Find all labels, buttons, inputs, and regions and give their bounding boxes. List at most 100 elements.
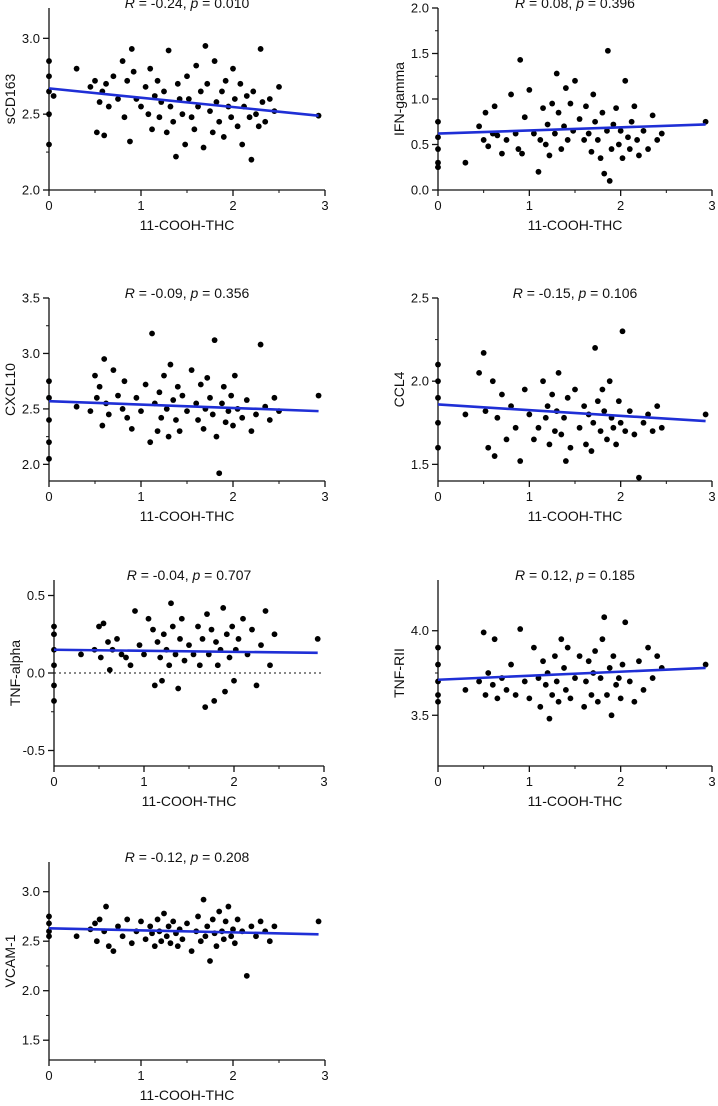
data-point bbox=[435, 661, 441, 668]
data-point bbox=[207, 394, 213, 401]
y-axis-label: TNF-alpha bbox=[7, 640, 23, 706]
data-point bbox=[93, 394, 100, 401]
data-point bbox=[485, 670, 492, 676]
data-point bbox=[138, 103, 144, 110]
data-point bbox=[617, 695, 624, 702]
data-point bbox=[145, 615, 152, 622]
data-point bbox=[617, 419, 624, 426]
data-point bbox=[249, 626, 255, 633]
data-point bbox=[480, 350, 487, 356]
data-point bbox=[222, 77, 229, 84]
data-point bbox=[234, 123, 241, 130]
data-point bbox=[542, 141, 549, 148]
data-point bbox=[234, 916, 241, 923]
data-point bbox=[161, 910, 167, 917]
y-tick-label: 1.0 bbox=[411, 92, 429, 107]
data-point bbox=[195, 103, 201, 110]
data-point bbox=[51, 623, 57, 630]
data-point bbox=[594, 137, 601, 143]
data-point bbox=[209, 916, 216, 923]
data-point bbox=[156, 114, 163, 121]
data-point bbox=[604, 692, 610, 698]
data-point bbox=[526, 411, 533, 418]
data-point bbox=[149, 330, 155, 337]
panel-title: R = -0.24, p = 0.010 bbox=[125, 0, 250, 11]
r-value: = -0.09, bbox=[135, 285, 191, 301]
scatter-panel: R = -0.04, p = 0.707 0 1 2 3 -0.5 0.0 0.5 11-COO… bbox=[7, 567, 328, 809]
data-point bbox=[499, 391, 505, 398]
data-point bbox=[132, 608, 138, 614]
data-point bbox=[485, 444, 492, 451]
data-points bbox=[435, 328, 709, 481]
data-point bbox=[476, 123, 482, 130]
data-point bbox=[123, 654, 129, 661]
data-point bbox=[601, 408, 608, 415]
data-point bbox=[645, 146, 651, 152]
data-point bbox=[186, 642, 192, 648]
data-point bbox=[51, 698, 57, 704]
data-point bbox=[220, 383, 227, 390]
y-axis-label: VCAM-1 bbox=[2, 934, 18, 987]
data-point bbox=[166, 662, 173, 669]
data-point bbox=[127, 662, 134, 669]
data-point bbox=[585, 658, 592, 665]
x-tick-label: 2 bbox=[229, 489, 236, 504]
data-point bbox=[552, 130, 558, 137]
data-point bbox=[46, 439, 52, 446]
data-point bbox=[240, 615, 246, 622]
data-point bbox=[99, 422, 106, 429]
scatter-panel: R = 0.08, p = 0.396 0 1 2 3 0.0 0.5 1.0 1.5 2.0 11… bbox=[391, 0, 716, 233]
data-point bbox=[105, 103, 112, 110]
x-tick-label: 0 bbox=[45, 1068, 52, 1083]
data-point bbox=[640, 127, 647, 134]
data-point bbox=[515, 146, 522, 152]
data-point bbox=[271, 631, 278, 638]
x-tick-label: 0 bbox=[50, 774, 57, 789]
r-symbol: R bbox=[125, 285, 135, 301]
x-tick-label: 1 bbox=[526, 489, 533, 504]
x-tick-label: 2 bbox=[617, 489, 624, 504]
data-point bbox=[271, 394, 278, 401]
data-point bbox=[576, 116, 583, 122]
r-symbol: R bbox=[515, 567, 525, 583]
data-point bbox=[597, 428, 604, 434]
data-point bbox=[435, 146, 441, 152]
data-point bbox=[610, 424, 617, 431]
data-point bbox=[128, 46, 135, 52]
panel-title: R = 0.08, p = 0.396 bbox=[515, 0, 635, 11]
data-point bbox=[92, 920, 98, 927]
data-point bbox=[46, 58, 52, 64]
data-point bbox=[613, 681, 619, 688]
data-point bbox=[228, 933, 235, 940]
y-tick-label: -0.5 bbox=[23, 743, 45, 758]
data-point bbox=[517, 56, 524, 63]
data-point bbox=[583, 678, 589, 685]
data-point bbox=[202, 933, 209, 940]
data-point bbox=[546, 715, 553, 722]
regression-line bbox=[437, 666, 706, 682]
data-point bbox=[211, 58, 218, 64]
y-tick-label: 2.0 bbox=[411, 374, 429, 389]
data-point bbox=[46, 111, 52, 118]
data-point bbox=[130, 68, 137, 75]
data-point bbox=[540, 105, 546, 111]
data-point bbox=[204, 611, 210, 617]
data-point bbox=[604, 47, 611, 54]
data-point bbox=[266, 938, 273, 945]
data-point bbox=[119, 58, 126, 64]
data-point bbox=[149, 126, 155, 133]
data-point bbox=[168, 600, 174, 607]
y-tick-label: 2.5 bbox=[411, 291, 429, 306]
data-point bbox=[141, 651, 147, 658]
data-point bbox=[179, 392, 186, 399]
r-value: = -0.24, bbox=[135, 0, 191, 11]
data-point bbox=[158, 938, 165, 945]
y-tick-label: 0.0 bbox=[27, 666, 45, 681]
x-tick-label: 2 bbox=[229, 198, 236, 213]
scatter-panel: R = 0.12, p = 0.185 0 1 2 3 3.5 4.0 11-COOH-THC… bbox=[391, 567, 716, 809]
data-point bbox=[179, 936, 186, 943]
data-point bbox=[174, 80, 181, 87]
data-point bbox=[645, 411, 651, 418]
p-symbol: p bbox=[575, 0, 584, 11]
